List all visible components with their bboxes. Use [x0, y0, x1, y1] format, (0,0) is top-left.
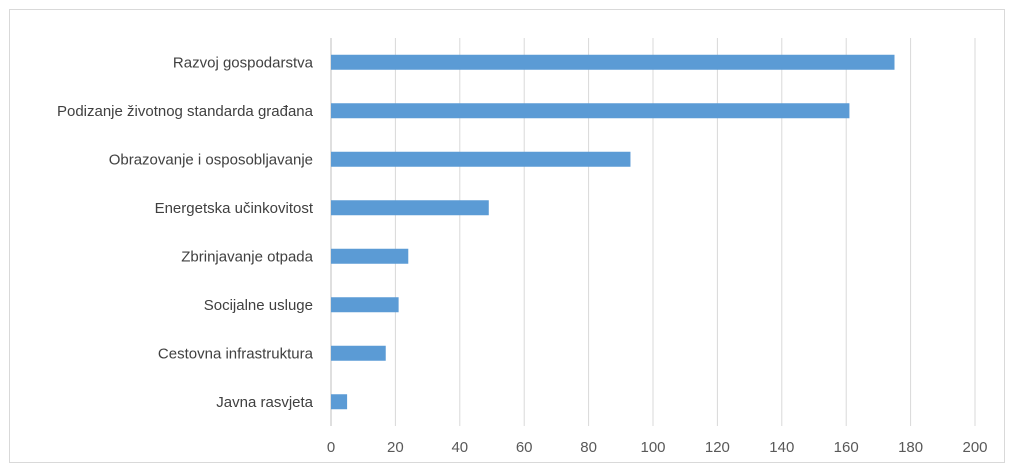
bar: [331, 54, 895, 70]
x-tick-label: 160: [834, 439, 859, 456]
bar: [331, 151, 631, 167]
category-label: Javna rasvjeta: [216, 394, 313, 411]
bar: [331, 248, 409, 264]
category-label: Energetska učinkovitost: [155, 200, 314, 217]
category-label: Zbrinjavanje otpada: [181, 248, 313, 265]
x-tick-label: 20: [387, 439, 404, 456]
bar: [331, 345, 386, 361]
x-tick-label: 40: [451, 439, 468, 456]
bar: [331, 394, 348, 410]
x-tick-labels: 0 20 40 60 80 100 120 140 160 180 200: [327, 439, 988, 456]
x-tick-label: 140: [769, 439, 794, 456]
x-tick-label: 60: [516, 439, 533, 456]
x-tick-label: 80: [580, 439, 597, 456]
x-tick-label: 120: [705, 439, 730, 456]
category-label: Obrazovanje i osposobljavanje: [109, 151, 313, 168]
bars: [331, 54, 895, 410]
bar: [331, 200, 489, 216]
chart-frame: [9, 9, 1005, 463]
category-label: Socijalne usluge: [204, 297, 313, 314]
x-tick-label: 180: [898, 439, 923, 456]
category-label: Razvoj gospodarstva: [173, 54, 314, 71]
category-labels: Razvoj gospodarstva Podizanje životnog st…: [57, 54, 314, 411]
gridlines: [330, 38, 976, 426]
category-label: Podizanje životnog standarda građana: [57, 103, 314, 120]
bar: [331, 297, 399, 313]
category-label: Cestovna infrastruktura: [158, 345, 314, 362]
x-tick-label: 0: [327, 439, 335, 456]
x-tick-label: 100: [640, 439, 665, 456]
bar: [331, 103, 850, 119]
x-tick-label: 200: [962, 439, 987, 456]
